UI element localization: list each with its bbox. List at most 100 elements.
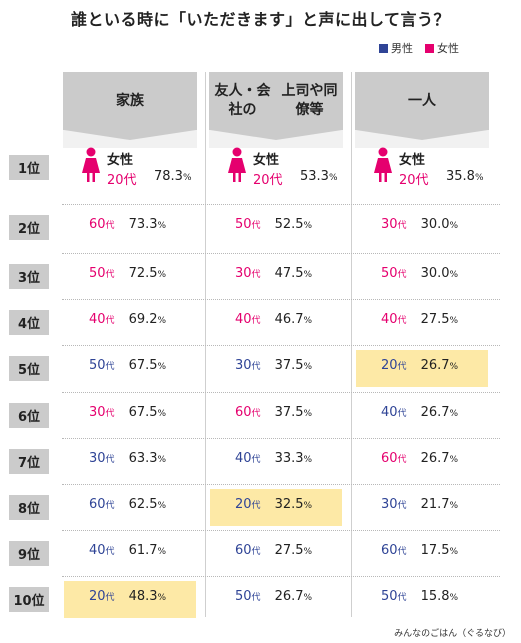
percent-value: 69.2%	[128, 312, 167, 327]
age-label: 60代	[89, 217, 115, 232]
data-cell: 50代 30.0%	[381, 266, 458, 290]
data-cell: 40代 46.7%	[235, 312, 312, 336]
age-label: 20代	[253, 173, 283, 188]
data-cell: 20代 32.5%	[235, 497, 312, 521]
data-cell: 50代 15.8%	[381, 589, 458, 613]
age-label: 20代	[399, 173, 429, 188]
age-label: 30代	[89, 451, 115, 466]
row-divider	[62, 204, 500, 205]
age-label: 50代	[235, 217, 261, 232]
data-cell: 50代 26.7%	[235, 589, 312, 613]
percent-value: 73.3%	[128, 217, 167, 232]
row-divider	[62, 576, 500, 577]
highlight-cell	[356, 350, 488, 387]
percent-value: 37.5%	[274, 405, 313, 420]
percent-value: 26.7%	[420, 451, 459, 466]
data-cell: 50代 72.5%	[89, 266, 166, 290]
column-header: 一人	[355, 72, 489, 130]
column-divider	[351, 72, 352, 617]
data-cell: 30代 67.5%	[89, 405, 166, 429]
percent-value: 47.5%	[274, 266, 313, 281]
legend-item-male: 男性	[379, 40, 413, 56]
data-cell: 60代 26.7%	[381, 451, 458, 475]
row-divider	[62, 530, 500, 531]
legend-swatch-female	[425, 43, 434, 53]
data-cell: 40代 33.3%	[235, 451, 312, 475]
column-header: 家族	[63, 72, 197, 130]
percent-value: 30.0%	[420, 217, 459, 232]
age-label: 40代	[235, 451, 261, 466]
row-divider	[62, 345, 500, 346]
age-label: 60代	[89, 497, 115, 512]
top-entry: 女性 20代 53.3%	[227, 147, 347, 191]
data-cell: 30代 30.0%	[381, 217, 458, 241]
percent-value: 37.5%	[274, 358, 313, 373]
data-cell: 60代 27.5%	[235, 543, 312, 567]
data-cell: 20代 26.7%	[381, 358, 458, 382]
percent-value: 48.3%	[128, 589, 167, 604]
percent-value: 21.7%	[420, 497, 459, 512]
highlight-cell	[210, 489, 342, 526]
row-divider	[62, 253, 500, 254]
age-label: 40代	[89, 312, 115, 327]
age-label: 50代	[235, 589, 261, 604]
top-sex-label: 女性	[253, 153, 280, 168]
age-label: 30代	[381, 497, 407, 512]
age-label: 40代	[235, 312, 261, 327]
top-sex-label: 女性	[107, 153, 134, 168]
legend-item-female: 女性	[425, 40, 459, 56]
row-divider	[62, 299, 500, 300]
percent-value: 63.3%	[128, 451, 167, 466]
top-entry: 女性 20代 35.8%	[373, 147, 493, 191]
legend-swatch-male	[379, 43, 388, 53]
data-cell: 60代 73.3%	[89, 217, 166, 241]
age-label: 20代	[235, 497, 261, 512]
percent-value: 26.7%	[420, 405, 459, 420]
age-label: 40代	[89, 543, 115, 558]
rank-label: 4位	[9, 310, 49, 335]
rank-label: 7位	[9, 449, 49, 474]
row-divider	[62, 484, 500, 485]
data-cell: 40代 61.7%	[89, 543, 166, 567]
percent-value: 17.5%	[420, 543, 459, 558]
data-cell: 30代 21.7%	[381, 497, 458, 521]
column-header-text: 友人・会社の	[214, 83, 271, 118]
data-cell: 20代 48.3%	[89, 589, 166, 613]
data-cell: 30代 63.3%	[89, 451, 166, 475]
column-divider	[205, 72, 206, 617]
top-sex-label: 女性	[399, 153, 426, 168]
percent-value: 62.5%	[128, 497, 167, 512]
row-divider	[62, 392, 500, 393]
percent-value: 67.5%	[128, 405, 167, 420]
data-cell: 30代 47.5%	[235, 266, 312, 290]
column-header: 友人・会社の 上司や同僚等	[209, 72, 343, 130]
legend-label-male: 男性	[391, 42, 413, 55]
percent-value: 35.8%	[446, 169, 484, 184]
age-label: 50代	[381, 589, 407, 604]
percent-value: 61.7%	[128, 543, 167, 558]
age-label: 40代	[381, 405, 407, 420]
rank-label: 10位	[9, 587, 49, 612]
column-header-arrow	[356, 130, 488, 140]
age-label: 60代	[235, 543, 261, 558]
age-label: 20代	[89, 589, 115, 604]
age-label: 50代	[89, 358, 115, 373]
data-cell: 50代 52.5%	[235, 217, 312, 241]
top-entry: 女性 20代 78.3%	[81, 147, 201, 191]
data-cell: 60代 17.5%	[381, 543, 458, 567]
percent-value: 53.3%	[300, 169, 338, 184]
rank-label: 2位	[9, 215, 49, 240]
rank-label: 5位	[9, 356, 49, 381]
rank-label: 9位	[9, 541, 49, 566]
age-label: 50代	[381, 266, 407, 281]
column-header-text: 家族	[116, 92, 144, 109]
percent-value: 67.5%	[128, 358, 167, 373]
data-cell: 40代 69.2%	[89, 312, 166, 336]
data-cell: 40代 27.5%	[381, 312, 458, 336]
column-header-text: 一人	[408, 92, 436, 109]
age-label: 30代	[235, 266, 261, 281]
percent-value: 27.5%	[274, 543, 313, 558]
highlight-cell	[64, 581, 196, 618]
age-label: 20代	[107, 173, 137, 188]
row-divider	[62, 438, 500, 439]
